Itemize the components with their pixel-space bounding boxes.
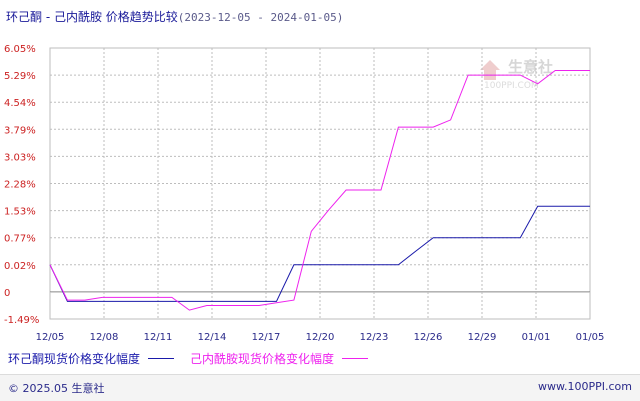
chart-title: 环己酮 - 己内酰胺 价格趋势比较(2023-12-05 - 2024-01-0… xyxy=(6,8,343,25)
legend-item-series-2: 己内酰胺现货价格变化幅度 xyxy=(190,350,369,367)
watermark: 生意社 100PPI.COM xyxy=(480,58,553,91)
x-tick-label: 01/05 xyxy=(576,332,605,343)
legend-swatch-series-1 xyxy=(148,358,175,359)
x-axis-labels: 12/05 12/08 12/11 12/14 12/17 12/20 12/23 12/26… xyxy=(36,332,605,343)
legend-label-series-2: 己内酰胺现货价格变化幅度 xyxy=(190,352,335,366)
series-lines xyxy=(49,70,590,311)
x-tick-label: 12/08 xyxy=(90,332,119,343)
x-tick-label: 12/23 xyxy=(360,332,389,343)
y-tick-label: 1.53% xyxy=(4,207,36,218)
y-tick-label: 0 xyxy=(4,288,10,299)
x-tick-label: 12/11 xyxy=(144,332,173,343)
date-range: (2023-12-05 - 2024-01-05) xyxy=(177,11,344,24)
y-tick-label: 0.02% xyxy=(4,261,36,272)
y-tick-label: 2.28% xyxy=(4,180,36,191)
legend: 环己酮现货价格变化幅度 己内酰胺现货价格变化幅度 xyxy=(8,350,384,367)
series-line-2 xyxy=(49,70,590,311)
legend-swatch-series-2 xyxy=(342,358,369,359)
y-tick-label: 4.54% xyxy=(4,98,36,109)
footer: © 2025.05 生意社 www.100PPI.com xyxy=(0,374,640,401)
footer-copyright: © 2025.05 生意社 xyxy=(8,382,105,395)
title-text: 环己酮 - 己内酰胺 价格趋势比较 xyxy=(6,10,178,24)
x-tick-label: 12/20 xyxy=(306,332,335,343)
watermark-brand: 生意社 xyxy=(508,58,553,76)
y-tick-label: 5.29% xyxy=(4,71,36,82)
watermark-logo-icon xyxy=(480,60,500,80)
series-line-1 xyxy=(49,205,590,302)
x-tick-label: 01/01 xyxy=(522,332,551,343)
x-tick-label: 12/05 xyxy=(36,332,65,343)
y-tick-label: 3.03% xyxy=(4,152,36,163)
watermark-site: 100PPI.COM xyxy=(484,81,539,91)
x-tick-label: 12/29 xyxy=(468,332,497,343)
y-tick-label: 6.05% xyxy=(4,44,36,55)
legend-label-series-1: 环己酮现货价格变化幅度 xyxy=(8,352,141,366)
footer-site-link[interactable]: www.100PPI.com xyxy=(538,380,632,393)
x-tick-label: 12/26 xyxy=(414,332,443,343)
legend-item-series-1: 环己酮现货价格变化幅度 xyxy=(8,350,175,367)
y-tick-label: 0.77% xyxy=(4,234,36,245)
y-axis-labels: 6.05% 5.29% 4.54% 3.79% 3.03% 2.28% 1.53% 0.77%… xyxy=(4,44,39,326)
x-tick-label: 12/14 xyxy=(198,332,227,343)
x-tick-label: 12/17 xyxy=(252,332,281,343)
y-tick-label: 3.79% xyxy=(4,125,36,136)
y-tick-label: -1.49% xyxy=(4,315,39,326)
